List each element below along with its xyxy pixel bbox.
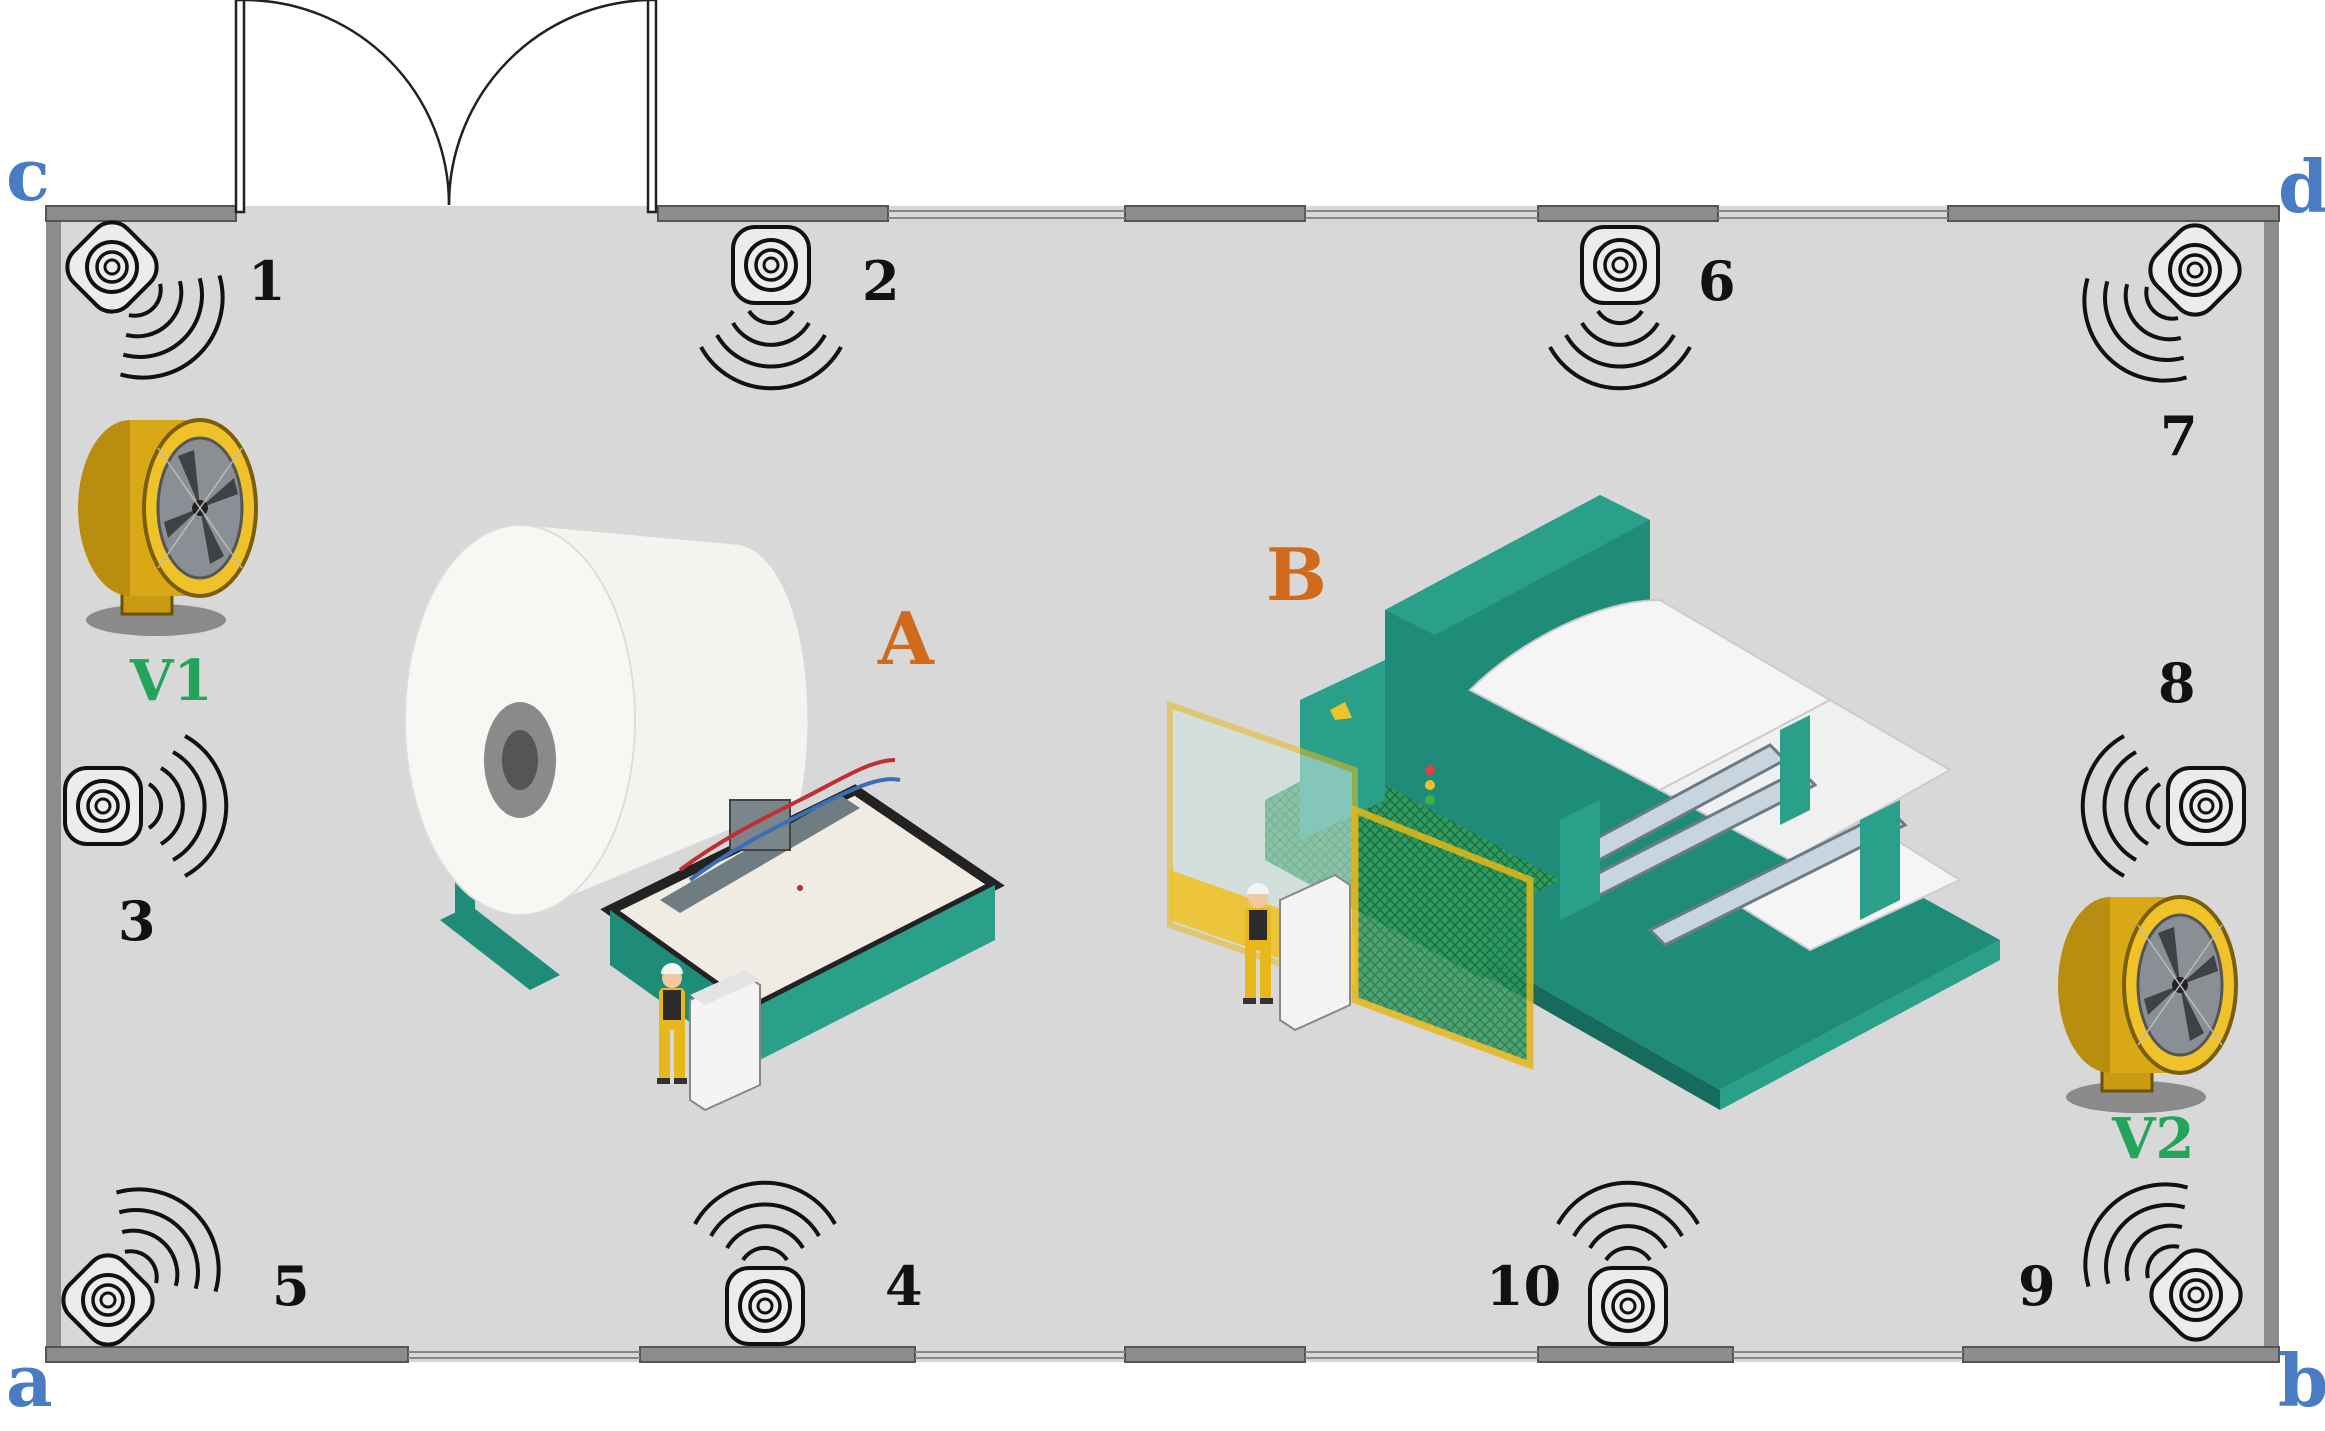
speaker-icon bbox=[725, 1266, 805, 1346]
speaker-icon bbox=[1580, 225, 1660, 305]
speaker-icon bbox=[731, 225, 811, 305]
corner-label-c: c bbox=[6, 132, 50, 217]
machine-label-a: A bbox=[877, 596, 935, 681]
sensor-label-6: 6 bbox=[1698, 249, 1736, 313]
fan-label-v1: V1 bbox=[129, 648, 212, 714]
sensor-label-8: 8 bbox=[2158, 651, 2196, 715]
wall-right bbox=[2264, 206, 2279, 1362]
wall-bottom bbox=[45, 1346, 2280, 1363]
speaker-icon bbox=[63, 766, 143, 846]
sensor-label-9: 9 bbox=[2018, 1254, 2056, 1318]
fan-label-v2: V2 bbox=[2111, 1106, 2194, 1172]
sensor-label-3: 3 bbox=[118, 889, 156, 953]
sensor-label-7: 7 bbox=[2160, 404, 2198, 468]
sensor-label-4: 4 bbox=[885, 1254, 923, 1318]
windows-top bbox=[888, 210, 1948, 219]
floor bbox=[46, 206, 2279, 1362]
corner-label-d: d bbox=[2278, 144, 2325, 229]
sensor-label-2: 2 bbox=[862, 249, 900, 313]
speaker-icon bbox=[1588, 1266, 1668, 1346]
wall-top bbox=[45, 205, 2280, 222]
machine-label-b: B bbox=[1266, 532, 1327, 617]
double-door[interactable] bbox=[234, 0, 658, 214]
wall-left bbox=[46, 206, 61, 1362]
corner-label-a: a bbox=[6, 1338, 53, 1423]
machine-b bbox=[1167, 495, 2000, 1110]
corner-label-b: b bbox=[2278, 1338, 2325, 1423]
speaker-icon bbox=[2166, 766, 2246, 846]
sensor-label-1: 1 bbox=[248, 249, 286, 313]
machine-a bbox=[404, 524, 1005, 1112]
windows-bottom bbox=[408, 1351, 1963, 1359]
sensor-label-5: 5 bbox=[272, 1254, 310, 1318]
room bbox=[45, 205, 2280, 1363]
sensor-label-10: 10 bbox=[1486, 1254, 1561, 1318]
